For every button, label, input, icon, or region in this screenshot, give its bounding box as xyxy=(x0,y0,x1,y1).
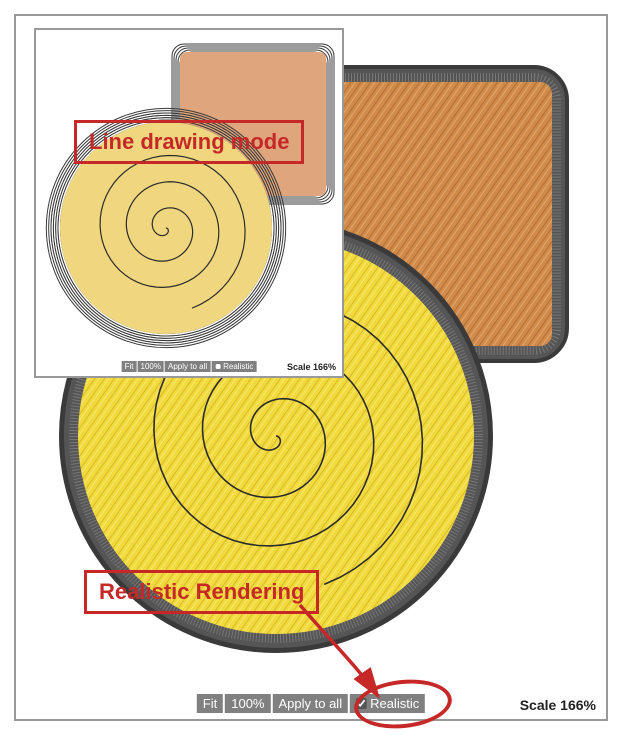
callout-realistic: Realistic Rendering xyxy=(84,570,319,614)
annotation-arrow xyxy=(0,0,622,735)
callout-line-mode: Line drawing mode xyxy=(74,120,304,164)
root: Fit 100% Apply to all Realistic Scale 16… xyxy=(0,0,622,735)
